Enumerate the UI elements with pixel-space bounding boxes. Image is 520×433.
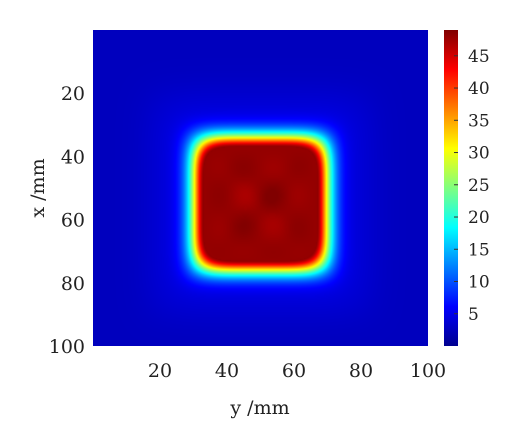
y-axis-ticks: 20 40 60 80 100	[49, 83, 85, 358]
y-tick-label: 20	[61, 83, 85, 105]
colorbar-tick-label: 20	[468, 208, 490, 228]
colorbar: 5 10 15 20 25 30 35 40 45	[444, 30, 490, 346]
colorbar-tick-label: 25	[468, 176, 490, 196]
colorbar-tick-label: 35	[468, 111, 490, 131]
colorbar-ticks: 5 10 15 20 25 30 35 40 45	[454, 47, 490, 325]
colorbar-gradient	[444, 30, 458, 346]
colorbar-tick-label: 40	[468, 79, 490, 99]
x-tick-label: 40	[215, 360, 239, 382]
x-axis-ticks: 20 40 60 80 100	[148, 360, 446, 382]
y-tick-label: 40	[61, 146, 85, 168]
x-tick-label: 60	[282, 360, 306, 382]
x-axis-label: y /mm	[229, 397, 289, 419]
heatmap-plot-area	[93, 30, 428, 346]
colorbar-tick-label: 15	[468, 240, 490, 260]
y-tick-label: 80	[61, 273, 85, 295]
colorbar-tick-label: 30	[468, 144, 490, 164]
y-axis-label: x /mm	[27, 158, 49, 217]
x-tick-label: 20	[148, 360, 172, 382]
y-tick-label: 100	[49, 336, 85, 358]
x-tick-label: 100	[410, 360, 446, 382]
heatmap-image	[93, 30, 428, 346]
colorbar-tick-label: 5	[468, 305, 479, 325]
colorbar-tick-label: 45	[468, 47, 490, 67]
y-tick-label: 60	[61, 210, 85, 232]
colorbar-tick-label: 10	[468, 273, 490, 293]
x-tick-label: 80	[349, 360, 373, 382]
